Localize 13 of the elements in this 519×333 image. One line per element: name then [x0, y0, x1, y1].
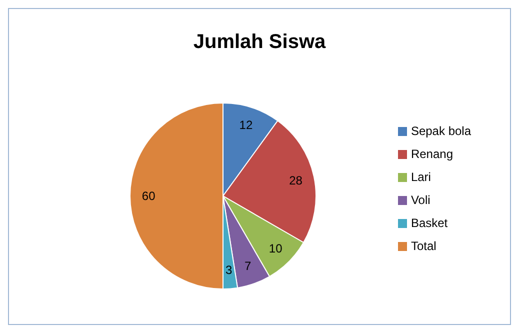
chart-title: Jumlah Siswa — [192, 30, 327, 55]
data-label: 28 — [289, 174, 303, 188]
legend-label: Basket — [410, 216, 448, 230]
data-label: 7 — [244, 259, 252, 274]
legend-label: Sepak bola — [410, 124, 471, 138]
legend-label: Lari — [410, 170, 431, 184]
data-label: 10 — [268, 242, 283, 256]
legend-label: Voli — [410, 192, 430, 206]
data-label: 3 — [225, 263, 232, 278]
data-label: 60 — [142, 189, 156, 203]
legend-label: Renang — [410, 146, 453, 160]
data-label: 12 — [239, 118, 253, 132]
legend-label: Total — [410, 238, 436, 252]
